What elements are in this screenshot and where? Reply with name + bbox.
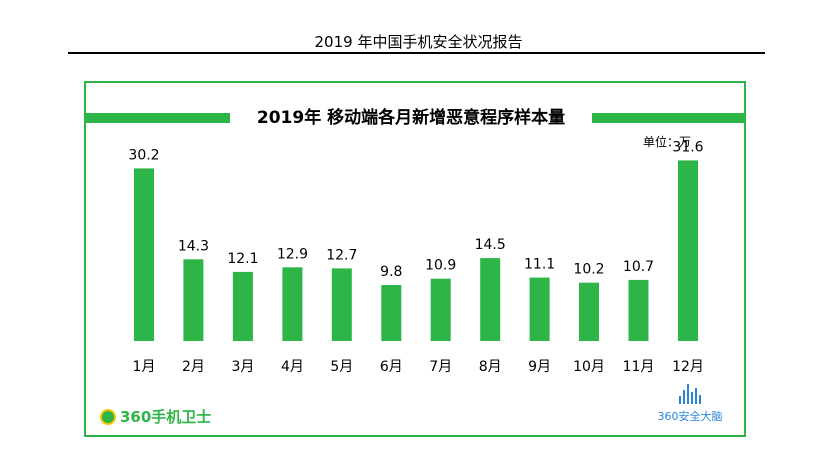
logo-right-text: 360安全大脑	[657, 410, 723, 423]
header-rule	[68, 52, 765, 54]
category-label: 12月	[672, 359, 704, 375]
category-label: 3月	[231, 359, 254, 375]
category-label: 9月	[528, 359, 551, 375]
category-label: 11月	[623, 359, 655, 375]
unit-label: 单位：万	[643, 135, 692, 149]
bar-5月	[331, 268, 352, 341]
category-label: 4月	[281, 359, 304, 375]
bar-9月	[529, 277, 550, 341]
chart-title: 2019年 移动端各月新增恶意程序样本量	[230, 104, 592, 132]
data-label: 14.5	[475, 237, 506, 253]
data-label: 14.3	[178, 238, 209, 254]
title-band-left	[84, 113, 234, 123]
category-label: 2月	[182, 359, 205, 375]
bar-8月	[480, 258, 501, 341]
bar-4月	[282, 267, 303, 341]
category-label: 8月	[479, 359, 502, 375]
bar-12月	[678, 160, 698, 341]
bar-3月	[232, 271, 253, 341]
category-label: 5月	[330, 359, 353, 375]
data-label: 10.2	[573, 262, 604, 278]
data-label: 10.7	[623, 259, 654, 275]
title-band-right	[589, 113, 746, 123]
category-label: 7月	[429, 359, 452, 375]
data-label: 30.2	[128, 147, 159, 163]
data-label: 9.8	[380, 264, 402, 280]
bar-2月	[183, 259, 204, 341]
data-label: 31.6	[672, 139, 703, 155]
data-label: 11.1	[524, 257, 555, 273]
data-label: 12.1	[227, 251, 258, 267]
chart-frame	[84, 81, 746, 437]
bar-10月	[579, 282, 599, 341]
bar-11月	[628, 279, 649, 341]
data-label: 12.7	[326, 247, 357, 263]
data-label: 10.9	[425, 258, 456, 274]
logo-360-mobile-guard: 360手机卫士	[100, 406, 211, 427]
category-label: 10月	[573, 359, 605, 375]
bar-7月	[430, 278, 451, 341]
brain-wave-icon	[645, 384, 735, 404]
data-label: 12.9	[277, 246, 308, 262]
bar-6月	[381, 285, 402, 341]
guard-shield-icon	[100, 408, 116, 425]
category-label: 6月	[380, 359, 403, 375]
bar-1月	[134, 168, 154, 341]
logo-left-text: 360手机卫士	[120, 408, 212, 426]
document-title: 2019 年中国手机安全状况报告	[314, 33, 523, 51]
logo-360-security-brain: 360安全大脑	[645, 384, 735, 424]
category-label: 1月	[133, 359, 156, 375]
